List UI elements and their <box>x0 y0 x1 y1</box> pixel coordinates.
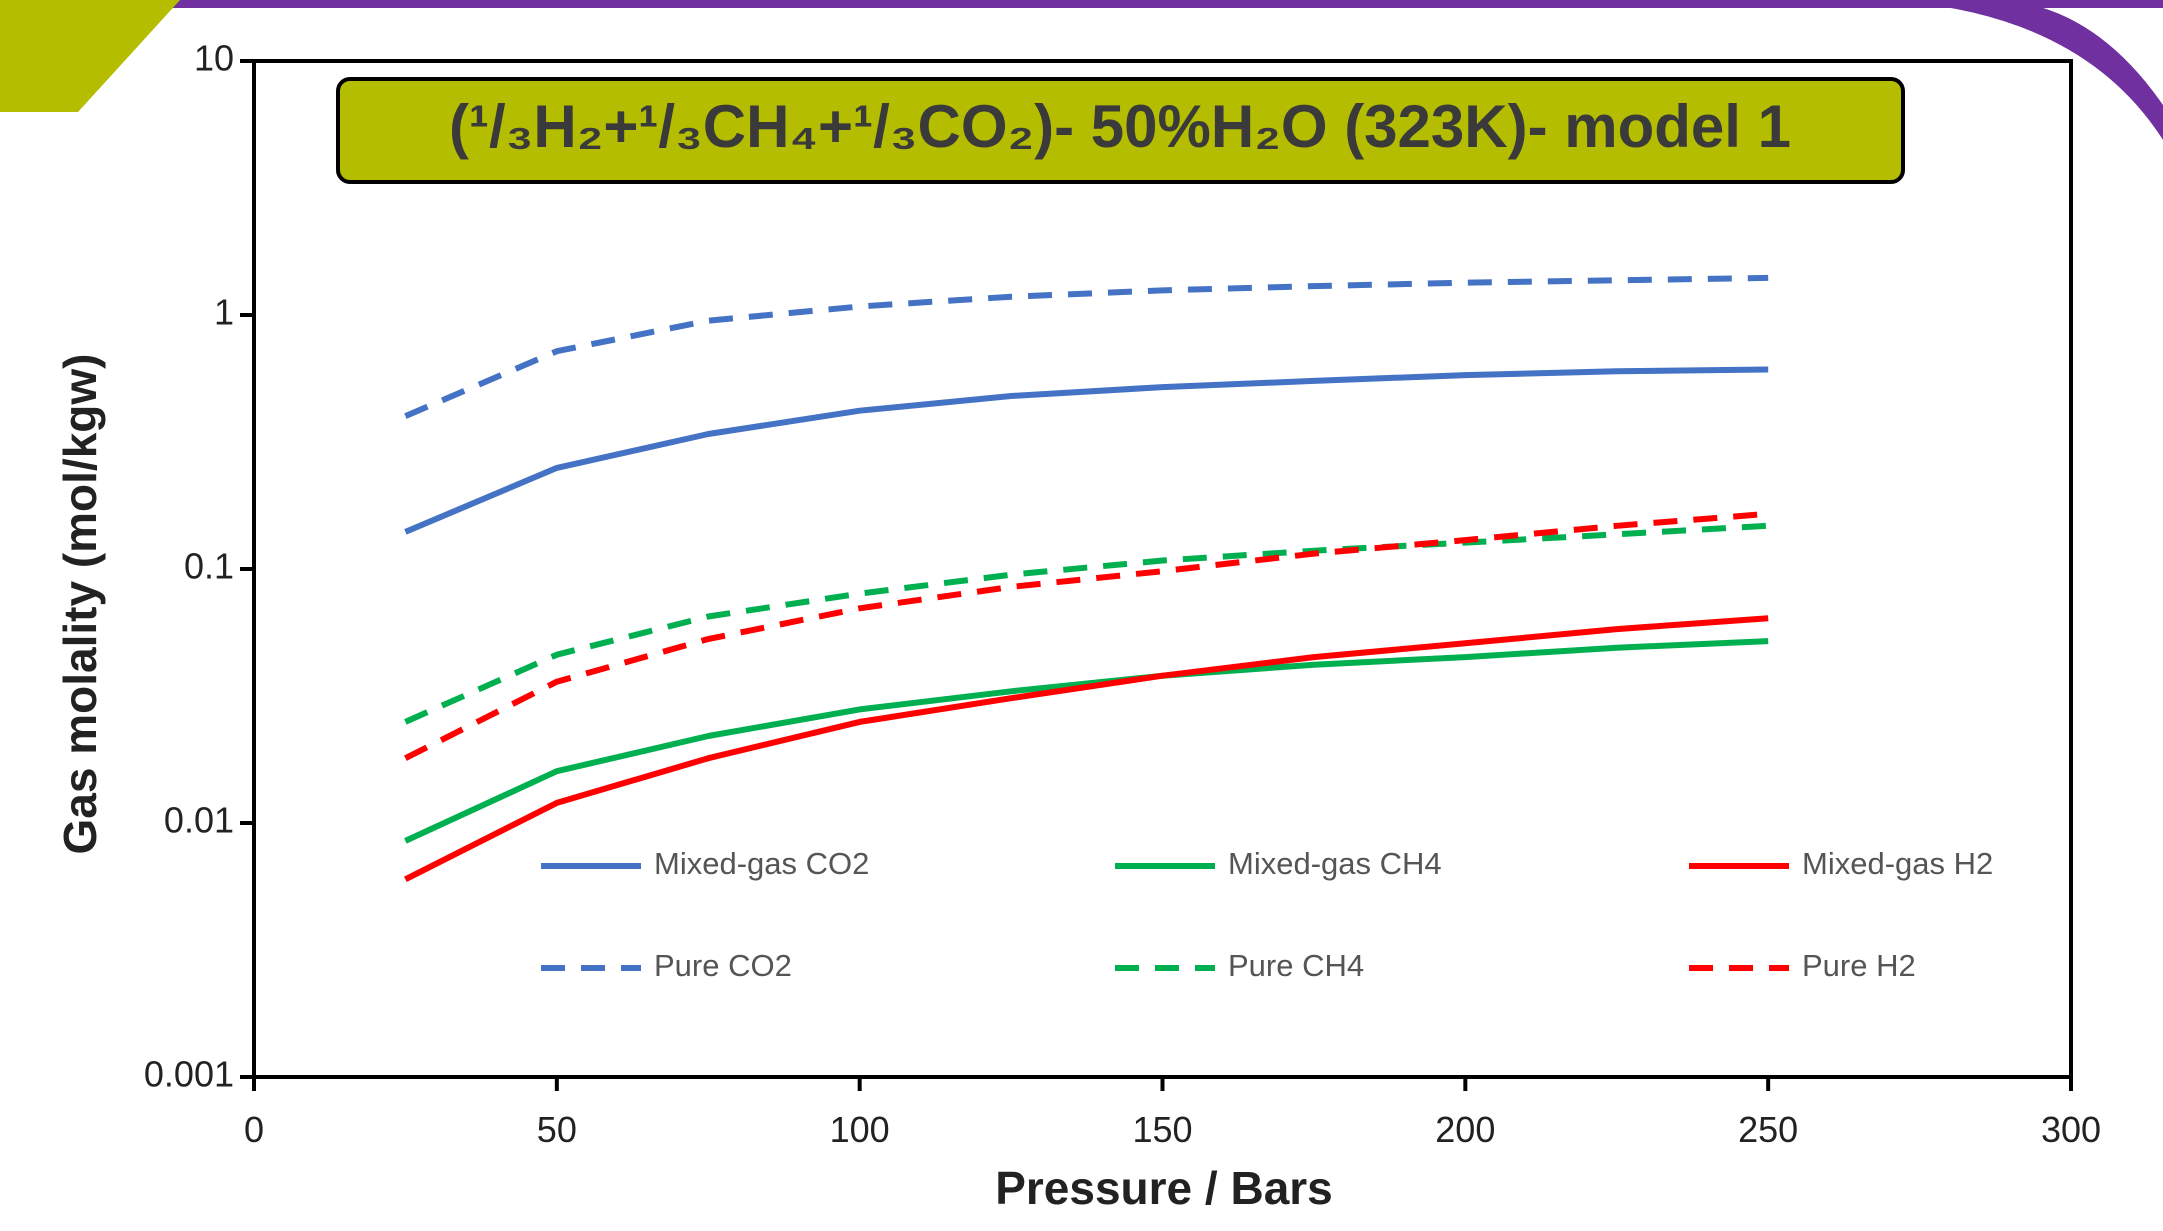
legend-label: Mixed-gas CH4 <box>1228 846 1442 881</box>
legend-label: Mixed-gas H2 <box>1802 846 1993 881</box>
x-axis-title: Pressure / Bars <box>995 1162 1333 1214</box>
plot-frame <box>252 59 2073 1079</box>
x-tick-label: 150 <box>1132 1109 1192 1150</box>
x-tick-label: 100 <box>830 1109 890 1150</box>
series-line <box>404 510 1769 761</box>
legend-label: Pure CH4 <box>1228 948 1364 983</box>
top-band <box>0 0 2163 8</box>
x-tick-label: 300 <box>2041 1109 2101 1150</box>
y-tick-label: 1 <box>214 292 234 333</box>
chart-title: (¹/₃H₂+¹/₃CH₄+¹/₃CO₂)- 50%H₂O (323K)- mo… <box>449 93 1791 160</box>
legend-label: Pure CO2 <box>654 948 792 983</box>
x-tick-label: 50 <box>537 1109 577 1150</box>
series-line <box>404 522 1769 725</box>
y-tick-label: 10 <box>194 38 234 79</box>
series-line <box>404 638 1769 844</box>
legend-label: Pure H2 <box>1802 948 1916 983</box>
y-tick-label: 0.01 <box>164 800 234 841</box>
series-line <box>404 366 1769 535</box>
y-tick-label: 0.1 <box>184 546 234 587</box>
title-box <box>336 77 1905 184</box>
series-line <box>404 274 1769 419</box>
y-axis-title: Gas molality (mol/kgw) <box>54 354 106 855</box>
corner-shape <box>0 0 180 112</box>
y-tick-label: 0.001 <box>144 1054 234 1095</box>
x-tick-label: 200 <box>1435 1109 1495 1150</box>
corner-arc <box>1880 0 2163 140</box>
series-line <box>404 615 1769 882</box>
x-tick-label: 0 <box>244 1109 264 1150</box>
legend-label: Mixed-gas CO2 <box>654 846 869 881</box>
x-tick-label: 250 <box>1738 1109 1798 1150</box>
